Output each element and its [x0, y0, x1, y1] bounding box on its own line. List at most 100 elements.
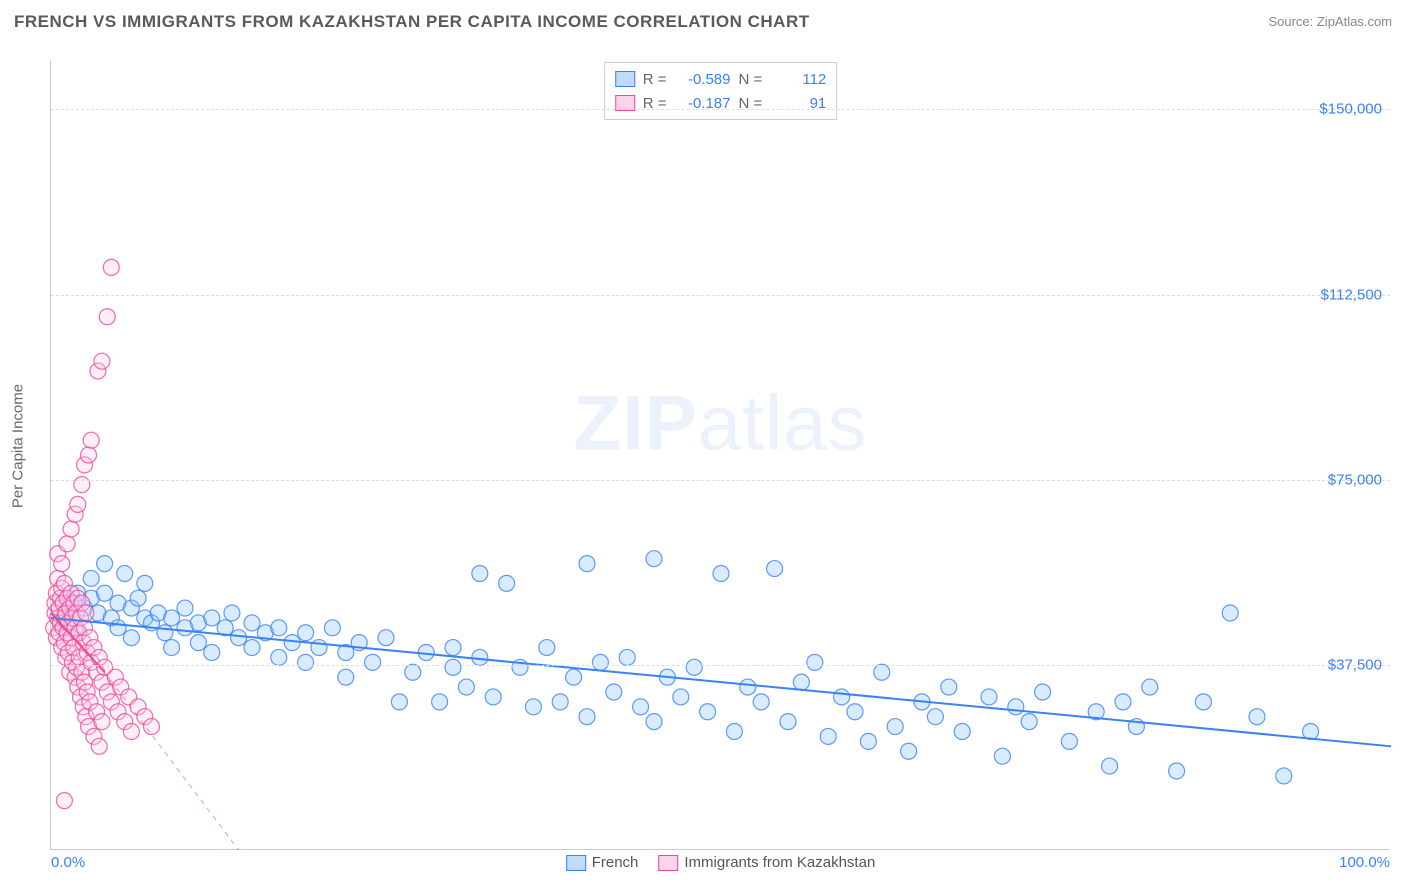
data-point	[123, 724, 139, 740]
data-point	[137, 575, 153, 591]
data-point	[834, 689, 850, 705]
n-label: N =	[739, 71, 763, 88]
stats-legend: R = -0.589 N = 112 R = -0.187 N = 91	[604, 62, 838, 120]
n-value-french: 112	[770, 71, 826, 88]
data-point	[204, 610, 220, 626]
data-point	[780, 714, 796, 730]
gridline	[51, 295, 1390, 296]
data-point	[1035, 684, 1051, 700]
data-point	[97, 585, 113, 601]
data-point	[231, 630, 247, 646]
data-point	[298, 625, 314, 641]
r-label: R =	[643, 71, 667, 88]
data-point	[700, 704, 716, 720]
data-point	[164, 610, 180, 626]
y-tick-label: $150,000	[1319, 101, 1382, 118]
data-point	[81, 447, 97, 463]
y-tick-label: $75,000	[1328, 471, 1382, 488]
data-point	[686, 659, 702, 675]
data-point	[592, 654, 608, 670]
stats-row-kazakhstan: R = -0.187 N = 91	[615, 91, 827, 115]
data-point	[391, 694, 407, 710]
data-point	[673, 689, 689, 705]
data-point	[1061, 733, 1077, 749]
data-point	[713, 566, 729, 582]
data-point	[1008, 699, 1024, 715]
legend-item-kazakhstan: Immigrants from Kazakhstan	[658, 854, 875, 871]
data-point	[619, 649, 635, 665]
data-point	[579, 556, 595, 572]
data-point	[1276, 768, 1292, 784]
data-point	[847, 704, 863, 720]
data-point	[994, 748, 1010, 764]
stats-row-french: R = -0.589 N = 112	[615, 67, 827, 91]
data-point	[807, 654, 823, 670]
data-point	[365, 654, 381, 670]
data-point	[445, 640, 461, 656]
data-point	[244, 615, 260, 631]
data-point	[646, 714, 662, 730]
gridline	[51, 480, 1390, 481]
data-point	[177, 600, 193, 616]
data-point	[54, 556, 70, 572]
data-point	[566, 669, 582, 685]
data-point	[83, 432, 99, 448]
gridline	[51, 109, 1390, 110]
data-point	[117, 566, 133, 582]
data-point	[820, 728, 836, 744]
data-point	[901, 743, 917, 759]
data-point	[1115, 694, 1131, 710]
data-point	[78, 605, 94, 621]
y-tick-label: $37,500	[1328, 656, 1382, 673]
data-point	[204, 645, 220, 661]
data-point	[874, 664, 890, 680]
data-point	[157, 625, 173, 641]
data-point	[123, 630, 139, 646]
data-point	[1169, 763, 1185, 779]
r-value-french: -0.589	[675, 71, 731, 88]
data-point	[378, 630, 394, 646]
data-point	[1222, 605, 1238, 621]
legend-label-french: French	[592, 854, 639, 871]
data-point	[606, 684, 622, 700]
data-point	[130, 590, 146, 606]
data-point	[753, 694, 769, 710]
data-point	[70, 496, 86, 512]
data-point	[103, 259, 119, 275]
data-point	[981, 689, 997, 705]
x-tick-label: 100.0%	[1339, 854, 1390, 871]
data-point	[579, 709, 595, 725]
data-point	[91, 738, 107, 754]
data-point	[445, 659, 461, 675]
data-point	[954, 724, 970, 740]
legend-label-kazakhstan: Immigrants from Kazakhstan	[684, 854, 875, 871]
source-label: Source: ZipAtlas.com	[1268, 14, 1392, 29]
data-point	[860, 733, 876, 749]
swatch-blue-icon	[615, 71, 635, 87]
data-point	[740, 679, 756, 695]
data-point	[552, 694, 568, 710]
x-tick-label: 0.0%	[51, 854, 85, 871]
data-point	[1142, 679, 1158, 695]
data-point	[271, 620, 287, 636]
y-tick-label: $112,500	[1321, 286, 1382, 303]
data-point	[1249, 709, 1265, 725]
data-point	[284, 635, 300, 651]
legend-item-french: French	[566, 854, 639, 871]
data-point	[164, 640, 180, 656]
data-point	[94, 714, 110, 730]
data-point	[1195, 694, 1211, 710]
data-point	[927, 709, 943, 725]
data-point	[190, 635, 206, 651]
gridline	[51, 665, 1390, 666]
data-point	[405, 664, 421, 680]
data-point	[726, 724, 742, 740]
data-point	[458, 679, 474, 695]
data-point	[94, 353, 110, 369]
data-point	[941, 679, 957, 695]
swatch-blue-icon	[566, 855, 586, 871]
data-point	[472, 566, 488, 582]
data-point	[83, 570, 99, 586]
data-point	[56, 793, 72, 809]
data-point	[311, 640, 327, 656]
